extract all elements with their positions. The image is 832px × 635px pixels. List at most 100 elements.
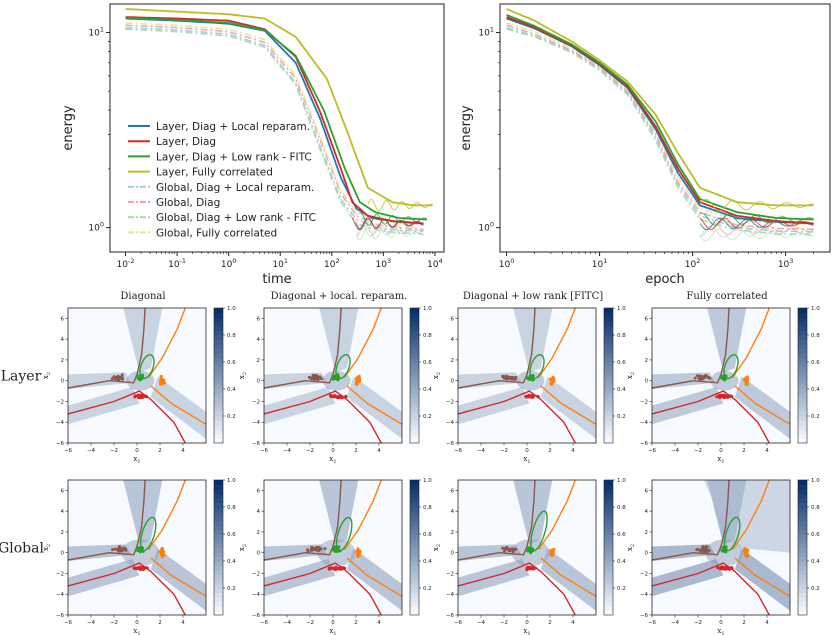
epoch-series-group [506,8,814,242]
colorbar-cell [410,565,419,571]
green-point [337,376,341,380]
red-point [722,395,726,399]
green-boundary [723,516,741,552]
brown-point [116,374,120,378]
orange-point [746,375,749,379]
colorbar-cell [214,574,223,580]
green-point [721,545,725,549]
colorbar-cell [410,480,419,485]
colorbar-cell [798,348,807,354]
colorbar-cell [798,520,807,526]
colorbar-cell [604,375,613,381]
x-tick-label: −4 [283,620,292,626]
x-tick-label: 4 [377,448,381,454]
series-line-1 [125,16,424,225]
colorbar-cell [604,326,613,331]
red-point [727,566,731,570]
y-tick-label: 2 [61,530,65,536]
red-point [724,567,728,571]
x2-base: x [432,547,440,551]
colorbar-tick-label: 0.8 [811,505,820,511]
x1-base: x [523,627,527,635]
colorbar-cell [604,520,613,526]
colorbar-tick-label: 0.6 [227,532,236,538]
decision-boundary-grid: Diagonal Diagonal + local. reparam. Diagon… [0,291,820,635]
colorbar-cell [798,502,807,508]
x-tick-label: 0 [719,448,723,454]
brown-point [113,547,117,551]
brown-point [310,545,314,549]
colorbar-cell [604,574,613,580]
colorbar-cell [604,402,613,408]
x-tick-label: 100 [499,257,515,270]
colorbar-cell [410,529,419,535]
x-tick-label: −6 [64,620,73,626]
brown-point [118,545,122,548]
y-tick-label: 6 [61,316,65,322]
x-tick-label: 0 [719,620,723,626]
colorbar: 0.2 0.4 0.6 0.8 1.0 [213,306,236,444]
x-tick-label: 2 [548,448,552,454]
colorbar-cell [410,312,419,318]
y-tick-label: 2 [451,530,455,536]
series-line-5 [125,24,424,231]
colorbar-tick-label: 0.4 [423,559,432,565]
y-tick-label: 0 [257,551,261,557]
colorbar-cell [798,362,807,367]
colorbar-cell [798,565,807,571]
colorbar-cell [798,556,807,562]
y-tick-label: 0 [61,379,65,385]
y-tick-label: 2 [257,358,261,364]
colorbar-cell [410,511,419,517]
colorbar-cell [410,339,419,345]
x2-sub: 2 [242,544,248,547]
colorbar-cell [410,556,419,562]
x-tick-label-exponent: -2 [128,257,134,265]
colorbar-cell [798,375,807,381]
uncertainty-band [68,386,140,425]
y-tick-label-exponent: 0 [490,221,494,229]
colorbar-cell [798,339,807,345]
y-tick-label: 6 [645,316,649,322]
colorbar-cell [798,538,807,544]
colorbar: 0.2 0.4 0.6 0.8 1.0 [603,478,626,616]
x1-base: x [717,455,721,463]
colorbar-cell [214,493,223,499]
colorbar-tick-label: 0.2 [227,414,236,420]
colorbar-cell [798,434,807,439]
colorbar-cell [798,402,807,408]
colorbar-cell [410,366,419,372]
colorbar-cell [410,398,419,403]
orange-point [356,548,360,552]
colorbar-cell [604,366,613,372]
x-tick-label: 2 [548,620,552,626]
colorbar-cell [410,516,419,521]
colorbar-cell [214,556,223,562]
red-point [715,395,719,399]
orange-boundary-lower [540,385,597,425]
brown-point [704,547,707,551]
colorbar-cell [410,592,419,598]
colorbar-cell [798,326,807,331]
series-line-2 [125,16,427,221]
brown-point [306,549,310,553]
colorbar-cell [798,484,807,490]
green-boundary [530,510,548,552]
x-tick-label: −2 [306,448,314,454]
colorbar-cell [604,547,613,553]
orange-boundary-lower [150,385,207,425]
column-title: Diagonal + low rank [FITC] [463,291,603,302]
colorbar-cell [410,610,419,616]
colorbar-cell [798,547,807,553]
y-tick-label: 2 [61,358,65,364]
colorbar-cell [798,312,807,318]
colorbar-cell [214,520,223,526]
colorbar-cell [604,438,613,444]
x1-axis-label: x1 [717,627,724,635]
y-tick-label: −6 [640,613,649,619]
colorbar-cell [214,420,223,426]
colorbar-cell [410,384,419,390]
colorbar-cell [214,588,223,593]
x-tick-label-base: 10 [168,260,180,270]
